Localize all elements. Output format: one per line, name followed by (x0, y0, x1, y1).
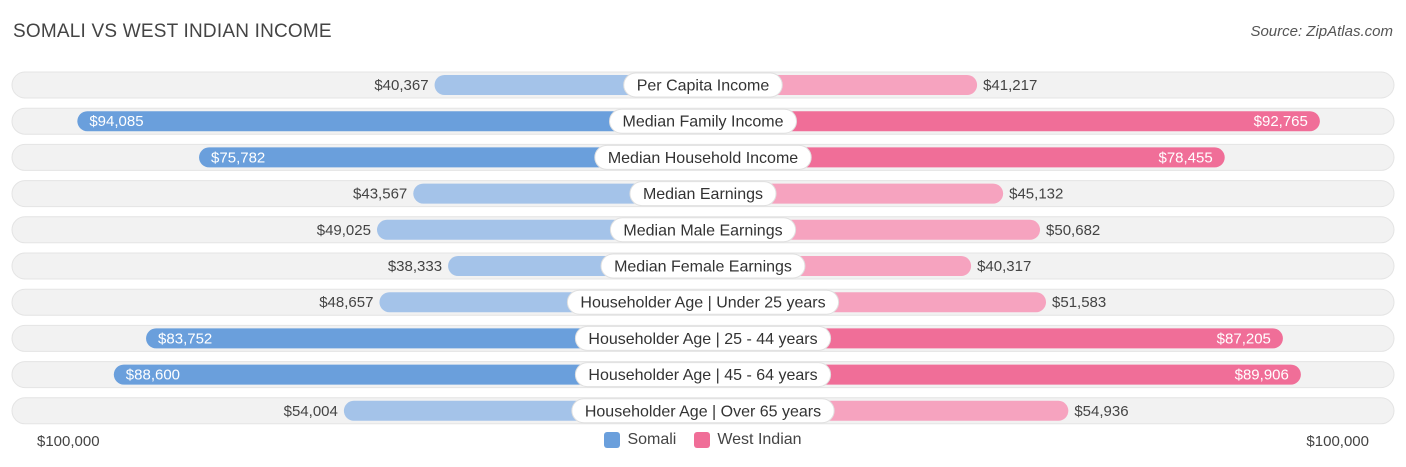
category-label: Median Female Earnings (614, 259, 792, 276)
legend-item-west-indian[interactable]: West Indian (694, 431, 802, 449)
category-label: Median Male Earnings (623, 222, 782, 239)
category-pill (623, 72, 783, 98)
category-pill (629, 181, 777, 207)
category-pill (574, 362, 832, 388)
category-label: Median Family Income (623, 114, 784, 131)
bar-somali (146, 328, 703, 349)
value-label-somali: $40,367 (374, 77, 428, 94)
legend-swatch-west-indian (694, 432, 711, 448)
value-label-somali: $38,333 (388, 258, 442, 275)
category-label: Householder Age | Over 65 years (585, 403, 821, 420)
source-note: Source: ZipAtlas.com (1250, 23, 1393, 40)
legend-label-west-indian: West Indian (717, 431, 802, 448)
category-pill (609, 217, 797, 243)
bar-somali (77, 111, 704, 132)
value-label-west-indian: $50,682 (1046, 222, 1100, 239)
value-label-somali: $48,657 (319, 294, 373, 311)
category-pill (574, 325, 832, 351)
value-label-west-indian: $92,765 (1254, 113, 1308, 130)
value-label-somali: $49,025 (317, 222, 371, 239)
axis-right-label: $100,000 (1306, 433, 1369, 450)
category-label: Per Capita Income (637, 78, 770, 95)
bar-west-indian (703, 364, 1301, 385)
value-label-west-indian: $54,936 (1074, 403, 1128, 420)
value-label-somali: $43,567 (353, 186, 407, 203)
value-label-west-indian: $89,906 (1235, 367, 1289, 384)
value-label-west-indian: $87,205 (1217, 330, 1271, 347)
bar-west-indian (703, 183, 1004, 204)
value-label-somali: $54,004 (284, 403, 338, 420)
legend-label-somali: Somali (627, 431, 677, 448)
category-label: Median Household Income (608, 150, 798, 167)
legend-swatch-somali (604, 432, 621, 448)
category-label: Median Earnings (643, 186, 763, 203)
bar-somali (199, 147, 704, 168)
category-label: Householder Age | 45 - 64 years (588, 367, 817, 384)
value-label-somali: $75,782 (211, 149, 265, 166)
value-label-west-indian: $78,455 (1158, 149, 1212, 166)
value-label-west-indian: $51,583 (1052, 294, 1106, 311)
value-label-somali: $88,600 (126, 367, 180, 384)
category-pill (594, 144, 812, 170)
bar-somali (113, 364, 703, 385)
category-pill (566, 289, 840, 315)
bar-west-indian (703, 111, 1320, 132)
category-pill (600, 253, 806, 279)
value-label-west-indian: $41,217 (983, 77, 1037, 94)
category-pill (609, 108, 797, 134)
value-label-west-indian: $40,317 (977, 258, 1031, 275)
bar-west-indian (703, 147, 1225, 168)
chart-title: SOMALI VS WEST INDIAN INCOME (13, 21, 332, 42)
value-label-west-indian: $45,132 (1009, 186, 1063, 203)
legend: Somali West Indian (0, 431, 1406, 449)
legend-item-somali[interactable]: Somali (604, 431, 676, 449)
value-label-somali: $83,752 (158, 330, 212, 347)
bar-west-indian (703, 328, 1283, 349)
value-label-somali: $94,085 (89, 113, 143, 130)
category-pill (571, 398, 835, 424)
axis-left-label: $100,000 (37, 433, 100, 450)
category-label: Householder Age | 25 - 44 years (588, 331, 817, 348)
category-label: Householder Age | Under 25 years (580, 295, 825, 312)
